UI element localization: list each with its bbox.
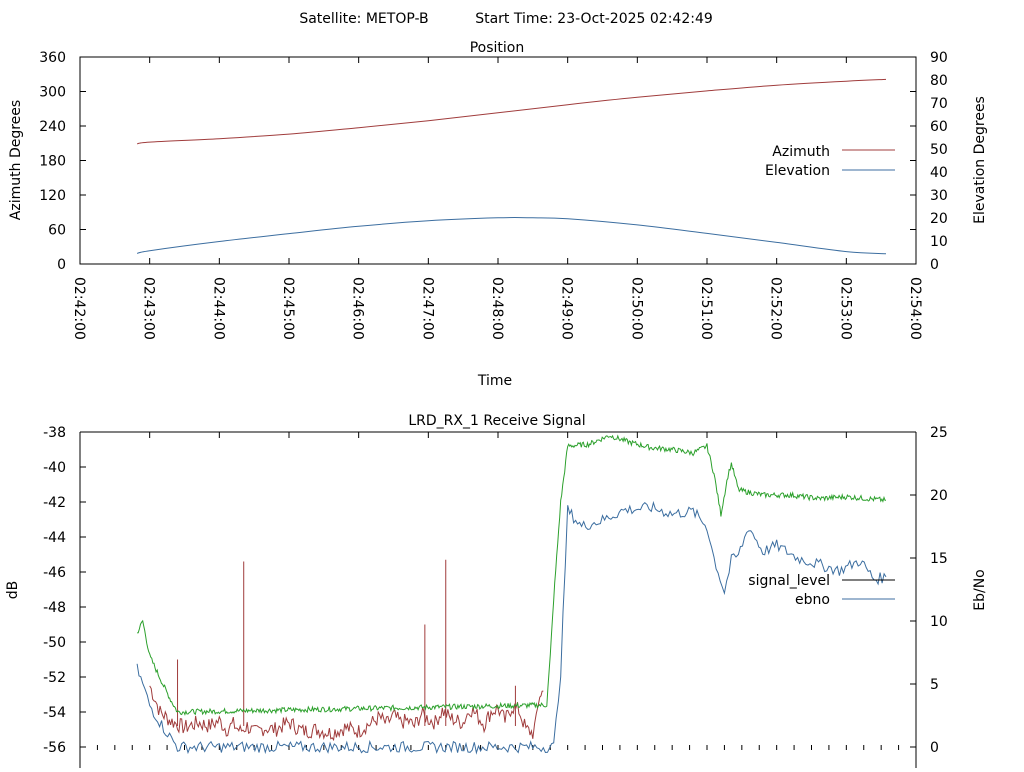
- db-tick-label: -40: [43, 460, 66, 476]
- time-tick-label: 02:54:00: [907, 277, 923, 340]
- ebno-tick-label: 15: [930, 551, 948, 567]
- elevation-tick-label: 20: [930, 211, 948, 227]
- time-tick-label: 02:46:00: [350, 277, 366, 340]
- time-tick-label: 02:42:00: [71, 277, 87, 340]
- ebno-tick-label: 20: [930, 488, 948, 504]
- start-time-label: Start Time: 23-Oct-2025 02:42:49: [475, 11, 713, 27]
- position-axes: 0 60 120 180 240 300 360 0 10 20 30 40 50 60 70 80 90 02:…: [39, 50, 948, 340]
- ebno-tick-label: 10: [930, 614, 948, 630]
- legend-elevation-label: Elevation: [765, 163, 830, 179]
- time-axis-label: Time: [477, 373, 512, 389]
- position-legend: Azimuth Elevation: [765, 144, 895, 179]
- ebno-tick-label: 5: [930, 677, 939, 693]
- azimuth-tick-label: 120: [39, 188, 66, 204]
- ebno-line: [136, 500, 887, 755]
- time-tick-label: 02:51:00: [698, 277, 714, 340]
- position-chart-title: Position: [470, 40, 525, 56]
- ebno-tick-label: 25: [930, 425, 948, 441]
- time-tick-label: 02:45:00: [280, 277, 296, 340]
- elevation-tick-label: 60: [930, 119, 948, 135]
- legend-azimuth-label: Azimuth: [772, 144, 830, 160]
- elevation-line: [136, 217, 887, 255]
- azimuth-tick-label: 0: [57, 257, 66, 273]
- db-tick-label: -46: [43, 565, 66, 581]
- azimuth-line: [137, 78, 887, 145]
- ebno-axis-label: Eb/No: [972, 569, 988, 611]
- time-tick-label: 02:52:00: [768, 277, 784, 340]
- position-series: [136, 78, 887, 255]
- time-tick-label: 02:49:00: [559, 277, 575, 340]
- azimuth-tick-label: 360: [39, 50, 66, 66]
- position-plot-frame: [79, 56, 917, 265]
- ebno-tick-label: 0: [930, 740, 939, 756]
- db-axis-label: dB: [5, 581, 21, 600]
- azimuth-tick-label: 240: [39, 119, 66, 135]
- time-tick-label: 02:43:00: [141, 277, 157, 340]
- signal-level-low-line: [149, 685, 544, 742]
- elevation-tick-label: 10: [930, 234, 948, 250]
- signal-axes: -38 -40 -42 -44 -46 -48 -50 -52 -54 -56 0 5 10 15 20 25: [43, 425, 948, 756]
- db-tick-label: -56: [43, 740, 66, 756]
- elevation-axis-label: Elevation Degrees: [972, 96, 988, 224]
- db-tick-label: -48: [43, 600, 66, 616]
- azimuth-tick-label: 180: [39, 154, 66, 170]
- azimuth-tick-label: 60: [48, 223, 66, 239]
- db-tick-label: -52: [43, 670, 66, 686]
- elevation-tick-label: 70: [930, 96, 948, 112]
- elevation-tick-label: 0: [930, 257, 939, 273]
- time-tick-label: 02:47:00: [419, 277, 435, 340]
- elevation-tick-label: 90: [930, 50, 948, 66]
- signal-level-high-line: [137, 434, 886, 716]
- time-tick-label: 02:53:00: [837, 277, 853, 340]
- signal-chart-title: LRD_RX_1 Receive Signal: [408, 413, 585, 429]
- elevation-tick-label: 50: [930, 142, 948, 158]
- db-tick-label: -42: [43, 495, 66, 511]
- satellite-label: Satellite: METOP-B: [299, 11, 428, 27]
- signal-series: [136, 434, 887, 755]
- legend-ebno-label: ebno: [795, 592, 830, 608]
- db-tick-label: -38: [43, 425, 66, 441]
- elevation-tick-label: 40: [930, 165, 948, 181]
- db-tick-label: -50: [43, 635, 66, 651]
- time-tick-label: 02:48:00: [489, 277, 505, 340]
- elevation-tick-label: 30: [930, 188, 948, 204]
- db-tick-label: -44: [43, 530, 66, 546]
- azimuth-tick-label: 300: [39, 85, 66, 101]
- elevation-tick-label: 80: [930, 73, 948, 89]
- db-tick-label: -54: [43, 705, 66, 721]
- time-tick-label: 02:50:00: [628, 277, 644, 340]
- azimuth-axis-label: Azimuth Degrees: [8, 100, 24, 220]
- legend-signal-level-label: signal_level: [748, 573, 830, 589]
- signal-legend: signal_level ebno: [748, 573, 895, 608]
- time-tick-label: 02:44:00: [210, 277, 226, 340]
